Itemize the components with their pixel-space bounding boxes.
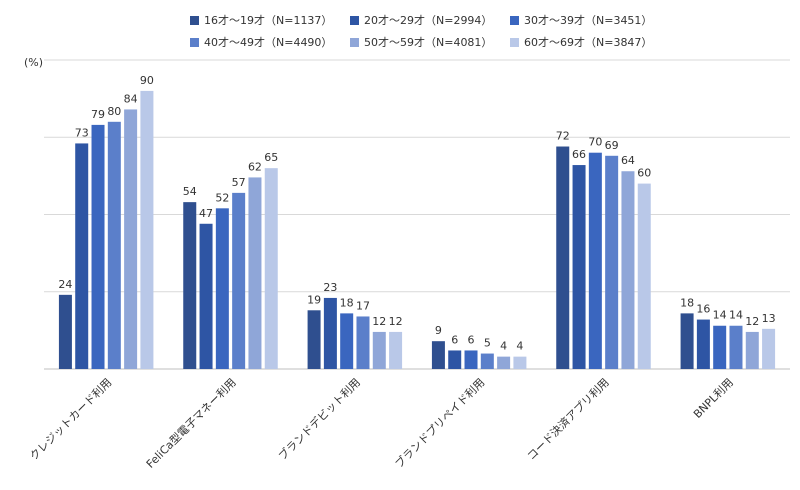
data-label: 6: [451, 333, 458, 346]
category-label: ブランドデビット利用: [275, 375, 363, 463]
legend-item: 20才～29才（N=2994）: [350, 12, 492, 28]
data-label: 72: [556, 130, 570, 143]
data-label: 80: [107, 105, 121, 118]
legend-label: 30才～39才（N=3451）: [524, 14, 653, 27]
data-label: 65: [264, 151, 278, 164]
data-label: 16: [696, 303, 710, 316]
bar: [340, 313, 354, 369]
data-label: 18: [680, 296, 694, 309]
bar: [431, 341, 445, 369]
bar: [307, 310, 321, 369]
data-label: 5: [484, 337, 491, 350]
data-label: 17: [356, 299, 370, 312]
legend-item: 16才～19才（N=1137）: [190, 12, 332, 28]
bar: [696, 319, 710, 369]
data-label: 60: [637, 167, 651, 180]
data-label: 52: [215, 191, 229, 204]
bar: [91, 124, 105, 369]
legend-label: 40才～49才（N=4490）: [204, 36, 333, 49]
legend-swatch: [350, 37, 359, 47]
bar: [75, 143, 89, 369]
bar: [588, 152, 602, 369]
data-label: 66: [572, 148, 586, 161]
data-label: 57: [232, 176, 246, 189]
data-label: 12: [389, 315, 403, 328]
bar: [140, 90, 154, 370]
legend-label: 16才～19才（N=1137）: [204, 14, 333, 27]
bar: [762, 328, 776, 369]
bar: [713, 325, 727, 369]
data-label: 4: [500, 340, 507, 353]
data-label: 9: [435, 324, 442, 337]
bar: [264, 168, 278, 369]
legend-item: 30才～39才（N=3451）: [510, 12, 652, 28]
bar: [124, 109, 138, 369]
bar: [372, 331, 386, 369]
data-label: 47: [199, 207, 213, 220]
category-label: クレジットカード利用: [27, 376, 114, 463]
data-label: 90: [140, 74, 154, 87]
legend-swatch: [190, 15, 199, 25]
bar: [621, 171, 635, 369]
bar: [745, 331, 759, 369]
bar: [729, 325, 743, 369]
data-label: 54: [183, 185, 197, 198]
bar: [107, 121, 121, 369]
bar: [389, 331, 403, 369]
data-label: 23: [323, 281, 337, 294]
data-label: 14: [713, 309, 727, 322]
bar: [183, 202, 197, 369]
data-label: 18: [340, 296, 354, 309]
bar: [513, 356, 527, 369]
category-label: FeliCa型電子マネー利用: [143, 375, 238, 470]
bar: [356, 316, 370, 369]
data-label: 12: [745, 315, 759, 328]
bar: [680, 313, 694, 369]
data-label: 24: [58, 278, 72, 291]
data-label: 4: [516, 340, 523, 353]
legend-label: 50才～59才（N=4081）: [364, 36, 493, 49]
data-label: 64: [621, 154, 635, 167]
category-label: コード決済アプリ利用: [524, 375, 612, 463]
bar: [497, 356, 511, 369]
bar: [58, 294, 72, 369]
y-unit-label: (%): [24, 56, 44, 69]
category-label: BNPL利用: [691, 376, 736, 421]
data-label: 13: [762, 312, 776, 325]
category-label: ブランドプリペイド利用: [392, 375, 487, 470]
bar: [572, 165, 586, 369]
legend-item: 60才～69才（N=3847）: [510, 34, 652, 50]
bar: [232, 192, 246, 369]
bar: [248, 177, 262, 369]
data-label: 6: [468, 333, 475, 346]
data-label: 14: [729, 309, 743, 322]
legend-item: 40才～49才（N=4490）: [190, 34, 332, 50]
data-label: 69: [605, 139, 619, 152]
bar: [323, 297, 337, 369]
data-label: 79: [91, 108, 105, 121]
data-label: 70: [588, 136, 602, 149]
legend-label: 20才～29才（N=2994）: [364, 14, 493, 27]
data-label: 19: [307, 293, 321, 306]
legend-label: 60才～69才（N=3847）: [524, 36, 653, 49]
bar: [448, 350, 462, 369]
bar: [605, 155, 619, 369]
legend-swatch: [510, 15, 519, 25]
bar: [464, 350, 478, 369]
data-label: 12: [372, 315, 386, 328]
data-label: 62: [248, 160, 262, 173]
legend-swatch: [190, 37, 199, 47]
data-label: 73: [75, 126, 89, 139]
legend-swatch: [510, 37, 519, 47]
legend-swatch: [350, 15, 359, 25]
bar: [215, 208, 229, 369]
legend-item: 50才～59才（N=4081）: [350, 34, 492, 50]
bar: [637, 183, 651, 369]
bar: [556, 146, 570, 369]
data-label: 84: [124, 92, 138, 105]
bar: [199, 223, 213, 369]
bar: [480, 353, 494, 369]
